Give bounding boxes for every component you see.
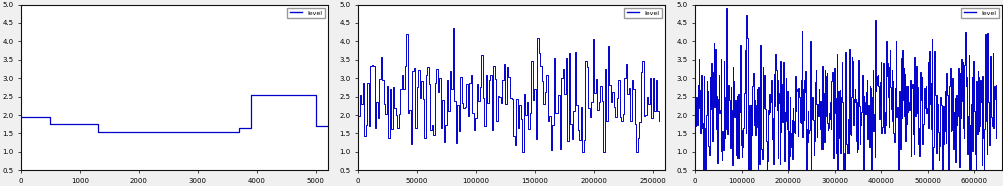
Legend: level: level xyxy=(287,8,324,18)
Legend: level: level xyxy=(960,8,998,18)
Legend: level: level xyxy=(624,8,661,18)
